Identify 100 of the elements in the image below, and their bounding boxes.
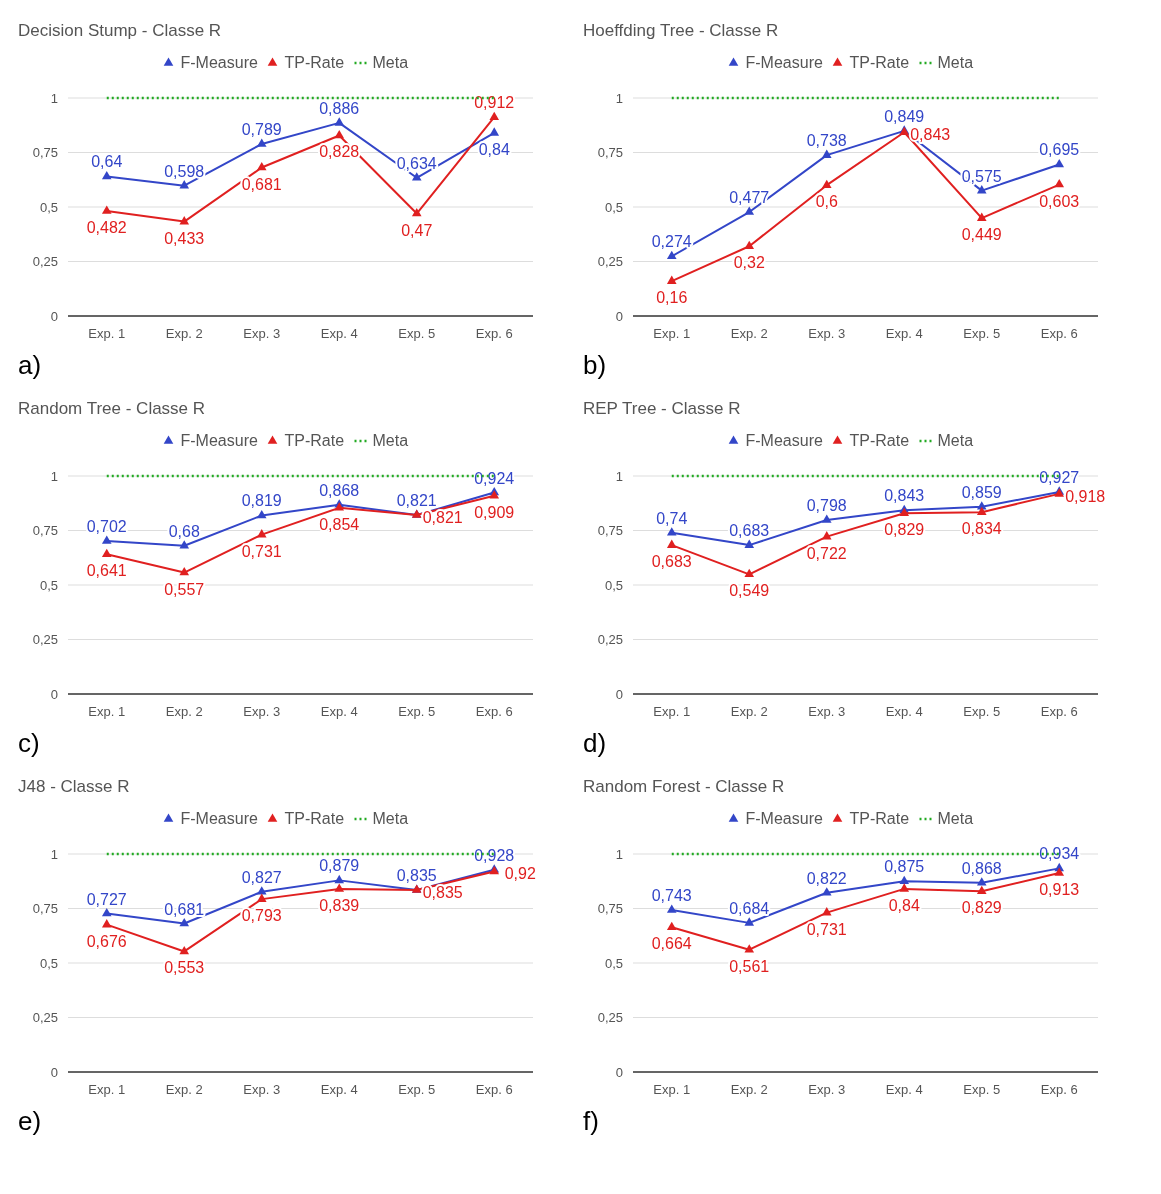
y-tick-label: 0,5 (39, 955, 58, 971)
text: c) (18, 728, 40, 758)
x-tick-label: Exp. 1 (653, 326, 691, 341)
y-tick-label: 0,75 (32, 145, 58, 161)
x-tick-label: Exp. 4 (320, 1082, 358, 1097)
data-label: 0,879 (319, 857, 360, 875)
point (1054, 867, 1065, 876)
data-label: 0,477 (729, 189, 770, 207)
y-tick-label: 0,25 (32, 254, 58, 270)
x-tick-label: Exp. 5 (963, 326, 1001, 341)
x-tick-label: Exp. 1 (88, 326, 126, 341)
x-tick-label: Exp. 4 (885, 704, 923, 719)
legend-label: TP-Rate (284, 54, 345, 71)
data-label: 0,702 (86, 517, 127, 535)
point (899, 507, 910, 517)
point (1054, 158, 1065, 168)
data-label: 0,743 (651, 887, 692, 905)
data-label: 0,912 (474, 94, 515, 112)
data-label: 0,641 (86, 562, 127, 580)
data-label: 0,849 (884, 107, 925, 125)
x-tick-label: Exp. 1 (653, 704, 691, 719)
data-label: 0,482 (86, 218, 127, 236)
data-label: 0,64 (91, 153, 123, 171)
point (744, 240, 755, 250)
legend-label: Meta (372, 54, 409, 71)
data-label: 0,793 (241, 907, 282, 925)
x-tick-label: Exp. 6 (475, 704, 513, 719)
x-tick-label: Exp. 5 (398, 704, 436, 719)
y-tick-label: 0 (615, 686, 623, 702)
data-label: 0,68 (168, 522, 200, 540)
y-tick-label: 1 (615, 468, 623, 484)
x-tick-label: Exp. 6 (475, 1082, 513, 1097)
x-tick-label: Exp. 6 (1040, 704, 1078, 719)
text: d) (583, 728, 607, 758)
point (976, 185, 987, 194)
y-tick-label: 0,75 (32, 901, 58, 917)
point (744, 568, 755, 578)
point (666, 250, 677, 260)
data-label: 0,676 (86, 932, 127, 950)
y-tick-label: 0,25 (32, 632, 58, 648)
data-label: 0,16 (656, 289, 688, 307)
y-tick-label: 0,5 (604, 199, 623, 215)
text: f) (583, 1106, 599, 1136)
data-label: 0,32 (733, 254, 765, 272)
point (666, 527, 677, 536)
y-tick-label: 0,75 (597, 901, 623, 917)
point (101, 548, 112, 558)
y-tick-label: 0 (50, 308, 58, 324)
point (256, 529, 267, 538)
data-label: 0,835 (422, 883, 463, 901)
point (899, 883, 910, 892)
chart-title: Random Forest - Classe R (583, 777, 785, 796)
x-tick-label: Exp. 4 (885, 1082, 923, 1097)
legend-label: F-Measure (745, 810, 823, 827)
chart-title: REP Tree - Classe R (583, 399, 741, 418)
x-tick-label: Exp. 3 (243, 326, 281, 341)
data-label: 0,843 (910, 126, 951, 144)
y-tick-label: 0 (50, 1064, 58, 1080)
point (1054, 179, 1065, 188)
data-label: 0,918 (1065, 487, 1106, 505)
y-tick-label: 0,25 (597, 632, 623, 648)
point (179, 917, 190, 927)
data-label: 0,575 (961, 167, 1002, 185)
chart-title: J48 - Classe R (18, 777, 130, 796)
data-label: 0,843 (884, 487, 925, 505)
x-tick-label: Exp. 3 (808, 326, 846, 341)
data-label: 0,664 (651, 935, 692, 953)
legend-label: F-Measure (745, 54, 823, 71)
x-tick-label: Exp. 2 (730, 704, 768, 719)
point (821, 907, 832, 916)
x-tick-label: Exp. 4 (885, 326, 923, 341)
data-label: 0,789 (241, 121, 282, 138)
x-tick-label: Exp. 1 (88, 1082, 126, 1097)
data-label: 0,868 (961, 859, 1002, 877)
y-tick-label: 1 (50, 846, 58, 862)
data-label: 0,274 (651, 233, 692, 251)
point (256, 161, 267, 171)
x-tick-label: Exp. 2 (165, 326, 203, 341)
data-label: 0,934 (1039, 845, 1080, 863)
data-label: 0,727 (86, 890, 127, 908)
x-tick-label: Exp. 3 (808, 1082, 846, 1097)
x-tick-label: Exp. 2 (730, 326, 768, 341)
point (179, 540, 190, 549)
data-label: 0,859 (961, 483, 1002, 501)
x-tick-label: Exp. 2 (730, 1082, 768, 1097)
data-label: 0,868 (319, 481, 360, 499)
y-tick-label: 0,5 (604, 577, 623, 593)
point (821, 514, 832, 523)
legend-label: F-Measure (180, 810, 258, 827)
point (976, 506, 987, 515)
data-label: 0,886 (319, 99, 360, 117)
y-tick-label: 0,75 (597, 523, 623, 539)
data-label: 0,6 (815, 193, 838, 211)
y-tick-label: 0,75 (597, 145, 623, 161)
point (899, 875, 910, 885)
y-tick-label: 0,25 (597, 1010, 623, 1026)
text: b) (583, 350, 607, 380)
data-label: 0,829 (884, 521, 925, 539)
data-label: 0,834 (961, 520, 1002, 538)
x-tick-label: Exp. 6 (1040, 326, 1078, 341)
